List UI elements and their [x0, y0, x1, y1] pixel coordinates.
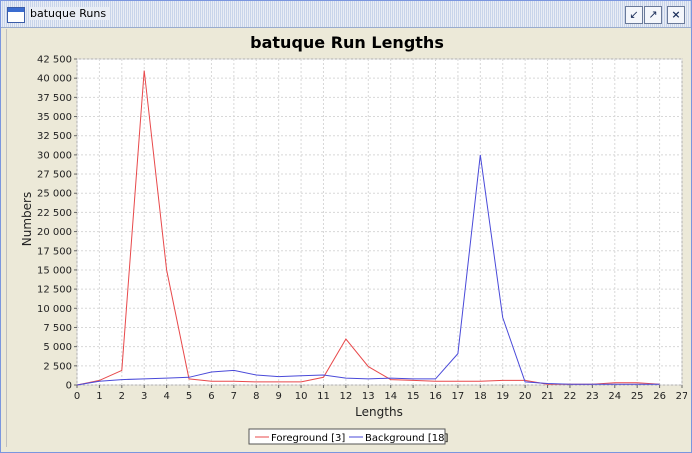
- legend-label-background: Background [18]: [365, 433, 448, 444]
- legend: Foreground [3] Background [18]: [248, 428, 448, 445]
- maximize-button[interactable]: ↗: [644, 6, 662, 24]
- legend-label-foreground: Foreground [3]: [271, 433, 345, 444]
- x-tick-label: 24: [608, 391, 621, 402]
- y-axis-ticks: 0 2 500 5 000 7 500 10 000 12 500 15 000 17 500…: [37, 55, 77, 392]
- x-tick-label: 12: [340, 391, 353, 402]
- y-tick-label: 15 000: [37, 265, 72, 276]
- y-tick-label: 27 500: [37, 170, 72, 181]
- y-tick-label: 25 000: [37, 189, 72, 200]
- x-tick-label: 15: [407, 391, 420, 402]
- chart-title: batuque Run Lengths: [250, 33, 444, 52]
- x-tick-label: 13: [362, 391, 375, 402]
- y-tick-label: 2 500: [43, 361, 72, 372]
- y-tick-label: 22 500: [37, 208, 72, 219]
- background-series-line: [76, 154, 660, 386]
- x-tick-label: 9: [275, 391, 281, 402]
- y-tick-label: 5 000: [43, 342, 72, 353]
- legend-box: [248, 428, 446, 445]
- y-tick-label: 20 000: [37, 227, 72, 238]
- series-lines: [76, 70, 660, 386]
- x-tick-label: 1: [96, 391, 102, 402]
- y-tick-label: 12 500: [37, 285, 72, 296]
- x-axis-label: Lengths: [355, 405, 403, 419]
- x-tick-label: 4: [163, 391, 169, 402]
- y-axis-label: Numbers: [20, 192, 34, 246]
- x-tick-label: 11: [317, 391, 330, 402]
- x-tick-label: 3: [141, 391, 147, 402]
- minimize-button[interactable]: ↙: [625, 6, 643, 24]
- x-tick-label: 21: [541, 391, 554, 402]
- x-tick-label: 19: [496, 391, 509, 402]
- x-tick-label: 10: [295, 391, 308, 402]
- y-tick-label: 10 000: [37, 304, 72, 315]
- y-tick-label: 32 500: [37, 131, 72, 142]
- x-tick-label: 23: [586, 391, 599, 402]
- x-tick-label: 7: [231, 391, 237, 402]
- title-bar[interactable]: batuque Runs ↙ ↗ ×: [1, 1, 691, 28]
- x-tick-label: 5: [186, 391, 192, 402]
- x-tick-label: 16: [429, 391, 442, 402]
- y-tick-label: 30 000: [37, 150, 72, 161]
- y-tick-label: 37 500: [37, 93, 72, 104]
- x-tick-label: 0: [74, 391, 80, 402]
- window-title: batuque Runs: [30, 7, 111, 20]
- x-tick-label: 26: [653, 391, 666, 402]
- x-tick-label: 27: [676, 391, 687, 402]
- x-tick-label: 6: [208, 391, 214, 402]
- x-tick-label: 25: [631, 391, 644, 402]
- x-axis-ticks: 0 1 2 3 4 5 6 7 8 9 10 11 12 13 14 15 16 17 18 19 20 21 22 23 24…: [74, 385, 688, 402]
- y-tick-label: 42 500: [37, 55, 72, 66]
- y-tick-label: 40 000: [37, 74, 72, 85]
- y-tick-label: 0: [66, 381, 72, 392]
- y-tick-label: 35 000: [37, 112, 72, 123]
- x-tick-label: 17: [452, 391, 465, 402]
- x-tick-label: 20: [519, 391, 532, 402]
- x-tick-label: 18: [474, 391, 487, 402]
- window-icon: [7, 7, 25, 23]
- x-tick-label: 2: [119, 391, 125, 402]
- plot-area: [76, 58, 683, 386]
- x-tick-label: 8: [253, 391, 259, 402]
- x-tick-label: 14: [384, 391, 397, 402]
- x-tick-label: 22: [564, 391, 577, 402]
- y-tick-label: 7 500: [43, 323, 72, 334]
- close-button[interactable]: ×: [667, 6, 685, 24]
- y-tick-label: 17 500: [37, 246, 72, 257]
- grid-lines: [76, 58, 683, 386]
